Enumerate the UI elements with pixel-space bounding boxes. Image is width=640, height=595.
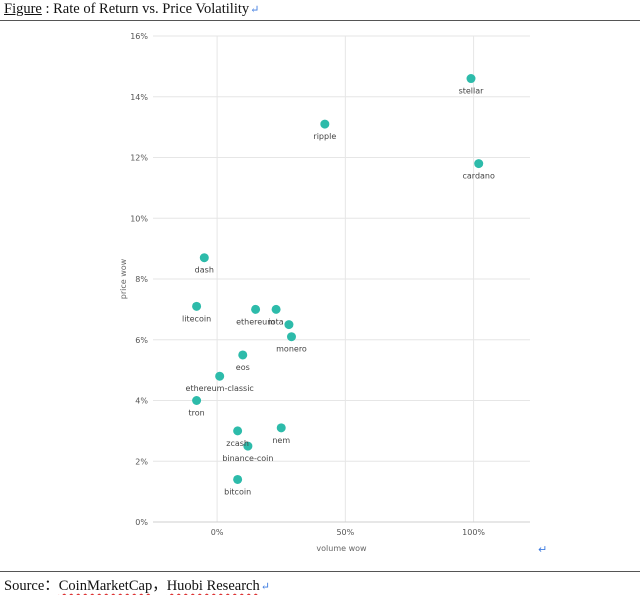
point-label: binance-coin	[222, 454, 273, 463]
point-label: cardano	[463, 172, 496, 181]
point-label: stellar	[459, 87, 485, 96]
return-mark-icon: ↵	[538, 543, 547, 556]
point-label: nem	[272, 436, 290, 445]
y-tick-label: 14%	[130, 93, 148, 102]
y-tick-label: 0%	[135, 518, 148, 527]
bottom-rule	[0, 571, 640, 572]
source-label: Source：	[4, 578, 59, 594]
data-point	[233, 474, 243, 484]
y-tick-label: 12%	[130, 154, 148, 163]
point-label: ethereum-classic	[186, 384, 254, 393]
y-tick-label: 16%	[130, 32, 148, 41]
source-line: Source：CoinMarketCap，Huobi Research↵	[4, 574, 270, 595]
paragraph-mark-icon: ↵	[250, 4, 260, 16]
point-label: zcash	[226, 439, 249, 448]
source-huobi: Huobi Research	[166, 578, 260, 594]
point-label: ripple	[313, 132, 336, 141]
point-label: dash	[195, 266, 214, 275]
figure-caption-prefix: Figure	[4, 1, 42, 17]
paragraph-mark-icon: ↵	[260, 581, 270, 593]
y-tick-label: 2%	[135, 457, 148, 466]
data-point	[276, 423, 286, 433]
data-point	[192, 396, 202, 405]
source-separator: ，	[152, 578, 167, 594]
data-point	[238, 350, 248, 360]
point-label: iota	[269, 317, 284, 326]
data-point	[271, 304, 281, 314]
point-label: monero	[276, 345, 307, 354]
x-tick-label: 0%	[211, 528, 224, 537]
data-point	[474, 159, 484, 169]
data-point	[284, 320, 294, 330]
top-rule	[0, 20, 640, 21]
data-point	[215, 371, 225, 381]
tick-labels: 0% 2% 4% 6% 8% 10% 12% 14% 16% 0% 50% 100%	[130, 32, 485, 537]
data-point	[192, 301, 202, 311]
x-tick-label: 50%	[336, 528, 354, 537]
x-tick-label: 100%	[462, 528, 485, 537]
y-tick-label: 8%	[135, 275, 148, 284]
y-tick-label: 4%	[135, 397, 148, 406]
point-label: eos	[236, 363, 250, 372]
figure-caption-text: : Rate of Return vs. Price Volatility	[41, 1, 250, 17]
y-axis-title: price wow	[119, 258, 128, 299]
y-tick-label: 10%	[130, 214, 148, 223]
scatter-chart: 0% 2% 4% 6% 8% 10% 12% 14% 16% 0% 50% 100% stellar r…	[119, 32, 547, 556]
point-label: litecoin	[182, 314, 211, 323]
data-point	[243, 441, 253, 451]
y-tick-label: 6%	[135, 336, 148, 345]
x-axis-title: volume wow	[316, 544, 367, 553]
data-points	[192, 74, 484, 484]
point-label: tron	[188, 409, 204, 418]
figure-caption: Figure : Rate of Return vs. Price Volati…	[4, 1, 259, 18]
data-point	[286, 332, 296, 342]
grid	[153, 35, 530, 523]
data-point	[466, 74, 476, 84]
data-point	[199, 253, 209, 263]
data-point	[320, 119, 330, 129]
point-label: bitcoin	[224, 487, 251, 496]
point-label: ethereum	[236, 317, 275, 326]
data-point	[233, 426, 243, 436]
data-point	[251, 304, 261, 314]
point-labels: stellar ripple cardano dash litecoin ethereum…	[182, 87, 495, 497]
source-coinmarketcap: CoinMarketCap	[58, 578, 153, 594]
